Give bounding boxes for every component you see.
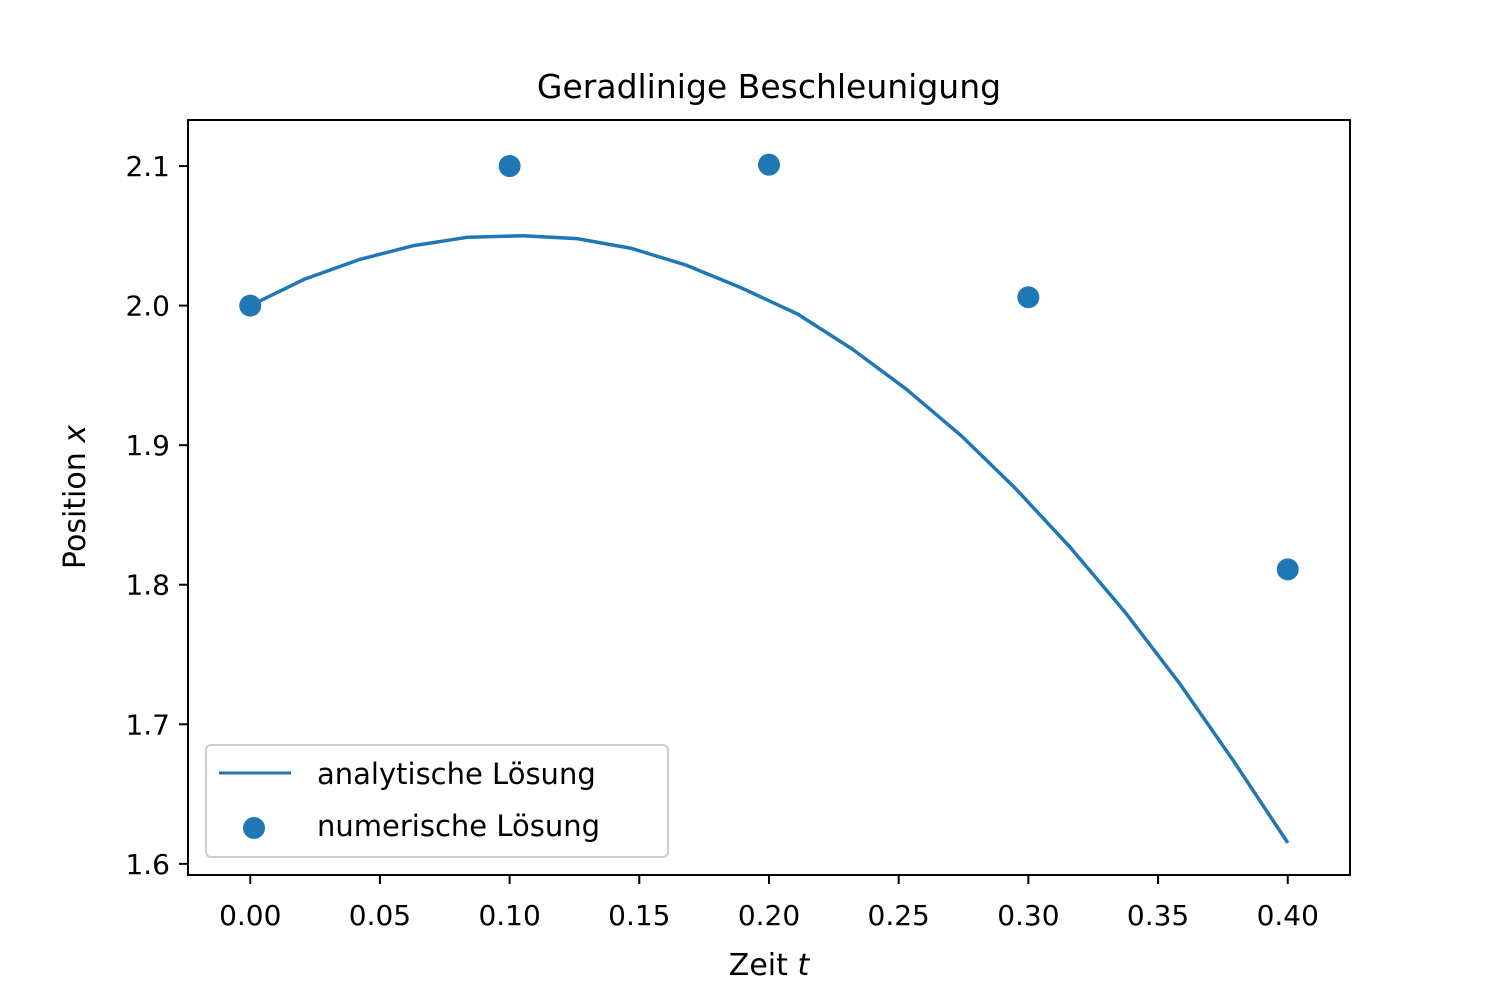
x-tick-label: 0.15 <box>608 899 670 932</box>
plot-area <box>239 153 1299 844</box>
numeric-solution-point <box>239 294 262 317</box>
numeric-solution-point <box>1017 286 1040 309</box>
y-tick-label: 1.9 <box>125 429 170 462</box>
y-tick-label: 2.0 <box>125 290 170 323</box>
numeric-solution-point <box>498 155 521 178</box>
analytic-solution-line <box>249 234 1290 844</box>
y-tick-label: 1.8 <box>125 569 170 602</box>
x-tick-label: 0.00 <box>219 899 281 932</box>
line-series-layer <box>249 234 1290 844</box>
y-axis-label: Position x <box>58 425 93 569</box>
numeric-solution-point <box>758 153 780 176</box>
x-tick-label: 0.25 <box>868 899 930 932</box>
x-tick-label: 0.05 <box>349 899 411 932</box>
chart-title: Geradlinige Beschleunigung <box>537 67 1001 106</box>
y-axis: 1.6 1.7 1.8 1.9 2.0 2.1 <box>125 150 188 881</box>
y-tick-label: 1.6 <box>125 848 170 881</box>
numeric-solution-point <box>1276 558 1299 581</box>
legend: analytische Lösung numerische Lösung <box>205 744 669 858</box>
legend-box <box>205 744 669 858</box>
y-tick-label: 1.7 <box>125 708 170 741</box>
x-tick-label: 0.40 <box>1257 899 1319 932</box>
legend-point-swatch <box>243 817 265 839</box>
x-tick-label: 0.20 <box>738 899 800 932</box>
scatter-series-layer <box>239 153 1299 581</box>
x-tick-label: 0.30 <box>997 899 1059 932</box>
x-tick-label: 0.10 <box>478 899 540 932</box>
y-axis-label-text: Position <box>58 452 93 569</box>
x-tick-label: 0.35 <box>1127 899 1189 932</box>
x-axis-label-variable: t <box>797 948 810 983</box>
x-axis-label-text: Zeit <box>729 948 788 983</box>
legend-label-points: numerische Lösung <box>317 809 600 843</box>
y-axis-label-variable: x <box>58 425 93 444</box>
x-axis: 0.00 0.05 0.10 0.15 0.20 0.25 0.30 0.35 0.40 <box>219 875 1319 932</box>
x-axis-label: Zeit t <box>729 948 811 983</box>
legend-label-line: analytische Lösung <box>317 757 596 791</box>
y-tick-label: 2.1 <box>125 150 170 183</box>
